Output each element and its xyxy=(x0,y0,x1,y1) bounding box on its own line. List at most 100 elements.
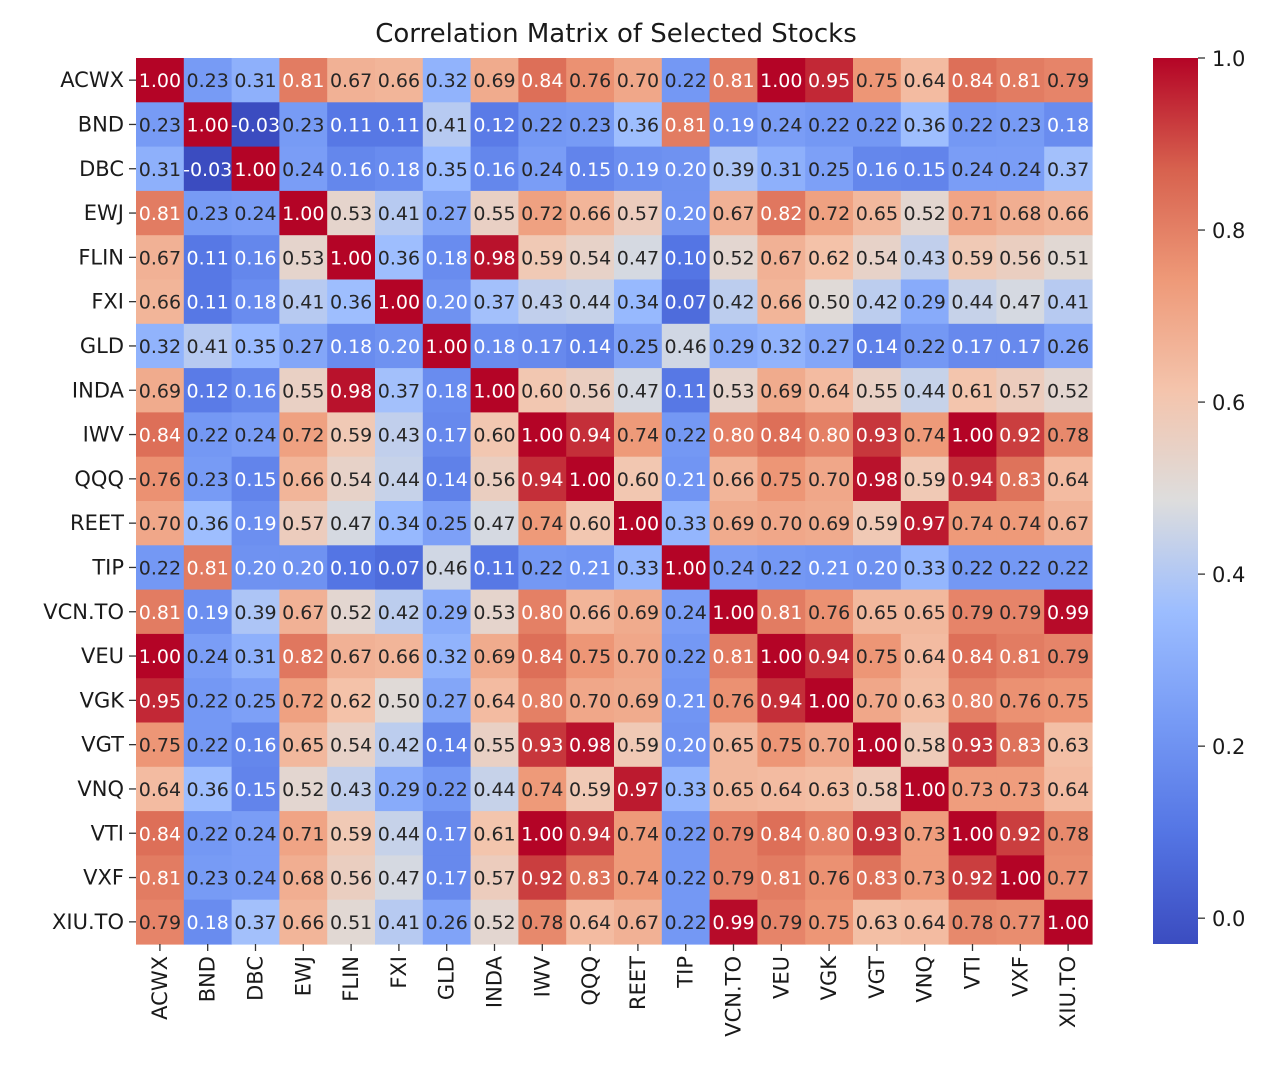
cell-value-label: 0.15 xyxy=(569,159,611,181)
heatmap-cell xyxy=(757,589,806,635)
heatmap-cell xyxy=(709,146,758,192)
cell-value-label: 0.67 xyxy=(760,247,802,269)
heatmap-cell xyxy=(948,545,997,591)
cell-value-label: 0.22 xyxy=(1047,557,1089,579)
heatmap-cell xyxy=(375,368,424,413)
heatmap-cell xyxy=(757,279,806,325)
cell-value-label: 0.70 xyxy=(808,735,850,757)
cell-value-label: 0.27 xyxy=(426,203,468,225)
cell-value-label: 0.81 xyxy=(139,868,181,890)
cell-value-label: 1.00 xyxy=(904,779,946,801)
heatmap-cell xyxy=(183,811,233,856)
cell-value-label: 0.20 xyxy=(856,557,898,579)
cell-value-label: 0.51 xyxy=(1047,247,1089,269)
x-tick-label: FXI xyxy=(387,956,411,989)
cell-value-label: 0.66 xyxy=(139,292,181,314)
heatmap-cell xyxy=(900,633,950,679)
heatmap-cell xyxy=(614,190,663,236)
cell-value-label: 0.60 xyxy=(617,469,659,491)
cell-value-label: 0.76 xyxy=(569,70,611,92)
heatmap-cell xyxy=(853,811,902,856)
heatmap-cell xyxy=(231,279,280,325)
cell-value-label: 0.11 xyxy=(330,114,372,136)
heatmap-cell xyxy=(422,501,472,546)
cell-value-label: 0.22 xyxy=(187,425,229,447)
heatmap-cell xyxy=(470,279,519,325)
cell-value-label: 0.75 xyxy=(1047,690,1089,712)
x-tick-label: VTI xyxy=(961,956,985,989)
cell-value-label: 0.29 xyxy=(426,602,468,624)
cell-value-label: 0.65 xyxy=(856,203,898,225)
y-tick-label: VGT xyxy=(81,733,124,757)
y-tick-labels: ACWX BND DBC EWJ FLIN FXI GLD INDA IWV QQQ REET TIP… xyxy=(43,68,136,934)
cell-value-label: 0.77 xyxy=(999,912,1041,934)
cell-value-label: 0.74 xyxy=(904,425,946,447)
cell-value-label: 0.61 xyxy=(473,823,515,845)
cell-value-label: 1.00 xyxy=(282,203,324,225)
heatmap-cell xyxy=(996,545,1045,591)
heatmap-cell xyxy=(422,368,472,413)
heatmap-cell xyxy=(661,855,711,901)
heatmap-cell xyxy=(996,678,1045,724)
heatmap-cell xyxy=(470,899,519,945)
heatmap-cell xyxy=(661,279,711,325)
heatmap-cell xyxy=(327,678,376,724)
cell-value-label: 0.19 xyxy=(617,159,659,181)
cell-value-label: 0.21 xyxy=(808,557,850,579)
cell-value-label: 0.66 xyxy=(569,602,611,624)
cell-value-label: 0.74 xyxy=(951,513,993,535)
heatmap-cell xyxy=(709,899,758,945)
cell-value-label: 0.73 xyxy=(999,779,1041,801)
heatmap-cell xyxy=(470,368,519,413)
cell-value-label: 0.80 xyxy=(808,823,850,845)
cell-value-label: 1.00 xyxy=(999,868,1041,890)
cell-value-label: 0.92 xyxy=(999,823,1041,845)
heatmap-cell xyxy=(853,412,902,458)
heatmap-cell xyxy=(757,545,806,591)
heatmap-cell xyxy=(136,589,185,635)
cell-value-label: 0.69 xyxy=(617,690,659,712)
x-tick-label: VGT xyxy=(865,956,889,999)
cell-value-label: 0.55 xyxy=(473,203,515,225)
cell-value-label: 0.65 xyxy=(904,602,946,624)
heatmap-cell xyxy=(1044,323,1093,369)
cell-value-label: 0.22 xyxy=(999,557,1041,579)
heatmap-cell xyxy=(805,235,854,281)
cell-value-label: 0.16 xyxy=(473,159,515,181)
heatmap-cell xyxy=(375,899,424,945)
cell-value-label: 0.53 xyxy=(712,380,754,402)
cell-value-label: 0.98 xyxy=(569,735,611,757)
cell-value-label: 0.69 xyxy=(760,380,802,402)
heatmap-cell xyxy=(614,722,663,768)
heatmap-cell xyxy=(279,633,328,679)
cell-value-label: 0.32 xyxy=(426,646,468,668)
heatmap-cell xyxy=(422,589,472,635)
cell-value-label: 0.46 xyxy=(665,336,707,358)
heatmap-cell xyxy=(853,279,902,325)
heatmap-cell xyxy=(948,412,997,458)
heatmap-cell xyxy=(996,58,1045,103)
heatmap-cell xyxy=(136,678,185,724)
cell-value-label: 0.99 xyxy=(712,912,754,934)
heatmap-cell xyxy=(948,855,997,901)
cell-value-label: 0.70 xyxy=(808,469,850,491)
colorbar-ticks: 0.0 0.2 0.4 0.6 0.8 1.0 xyxy=(1198,47,1245,931)
cell-value-label: 0.64 xyxy=(569,912,611,934)
heatmap-cell xyxy=(805,545,854,591)
cell-value-label: 0.25 xyxy=(234,690,276,712)
heatmap-cell xyxy=(661,235,711,281)
heatmap-cell xyxy=(183,678,233,724)
heatmap-cell xyxy=(1044,102,1093,148)
cell-value-label: 0.60 xyxy=(569,513,611,535)
heatmap-cell xyxy=(900,899,950,945)
heatmap-cell xyxy=(853,589,902,635)
heatmap-cell xyxy=(661,722,711,768)
cell-value-label: 0.52 xyxy=(473,912,515,934)
heatmap-cell xyxy=(709,855,758,901)
cell-value-label: 0.66 xyxy=(569,203,611,225)
heatmap-cell xyxy=(136,855,185,901)
heatmap-cell xyxy=(566,456,615,502)
heatmap-cell xyxy=(614,766,663,812)
heatmap-cell xyxy=(996,323,1045,369)
cell-value-label: 0.22 xyxy=(808,114,850,136)
